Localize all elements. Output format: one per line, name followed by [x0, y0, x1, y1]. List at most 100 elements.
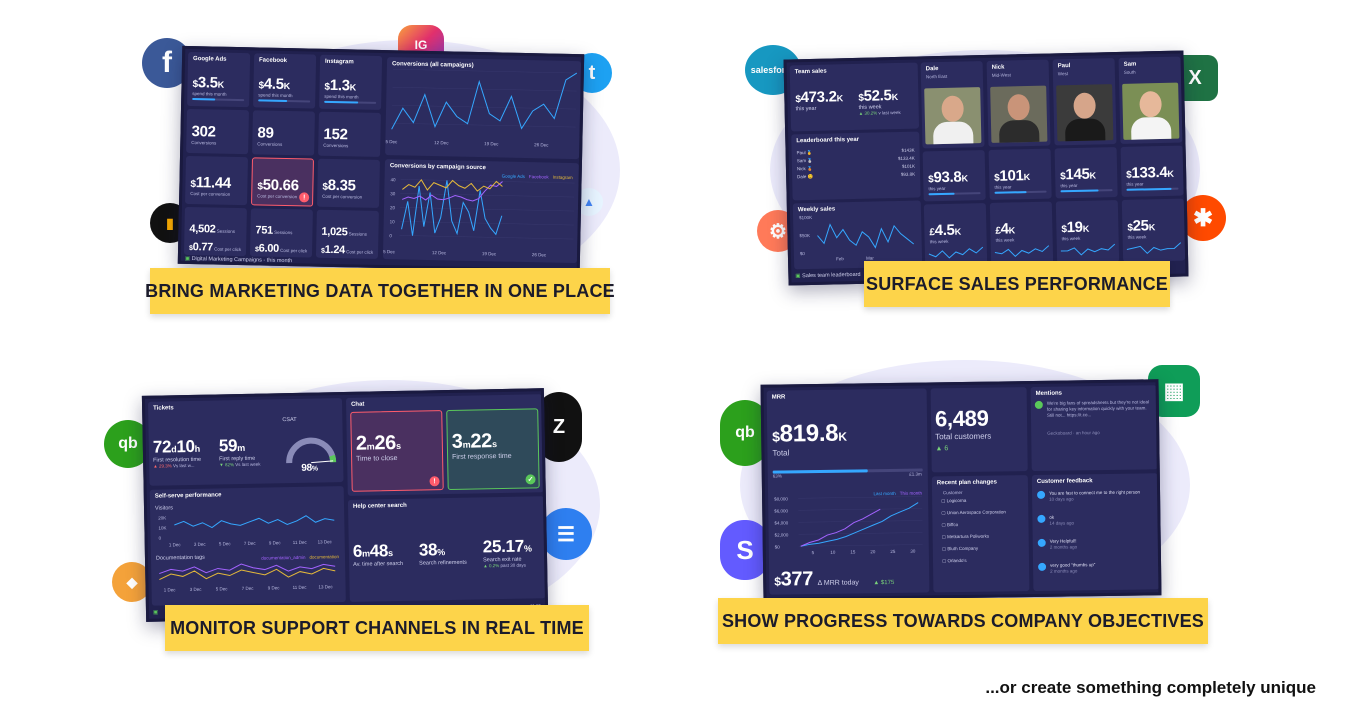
- x-tick-label: 12 Dec: [434, 140, 449, 145]
- caption-marketing: BRING MARKETING DATA TOGETHER IN ONE PLA…: [145, 268, 615, 314]
- tile-title: Self-serve performance: [154, 492, 222, 500]
- weekly-sales-tile: Weekly sales $100K $50K $0 Feb Mar: [792, 200, 923, 270]
- week-sales-tile: £4K this week: [989, 201, 1054, 265]
- x-tick-label: 26 Dec: [532, 252, 547, 257]
- cost-per-conversion-tile: $11.44 Cost per conversion: [185, 155, 249, 206]
- week-sales-tile: £4.5K this week: [923, 203, 988, 267]
- cost-per-conversion-tile: $8.35 Cost per conversion: [316, 158, 380, 208]
- year-sales: $473.2K this year: [795, 88, 844, 113]
- visitors-label: Visitors: [154, 505, 174, 512]
- footer-label: Sales team leaderboard: [802, 271, 861, 280]
- x-tick-label: 5 Dec: [383, 249, 396, 254]
- week-sales-tile: $19K this week: [1055, 200, 1120, 264]
- y-tick-label: $50K: [799, 233, 810, 238]
- spend-tile: Google Ads $3.5K spend this month: [187, 51, 251, 108]
- gauge-fill: [286, 437, 337, 464]
- x-tick-label: 15: [850, 549, 856, 554]
- objectives-dashboard: MRR $819.8K Total 63% £1.3m Last month T…: [760, 379, 1162, 601]
- exit-rate-metric: 25.17% Search exit rate ▲ 0.2% past 30 d…: [482, 536, 532, 569]
- x-tick-label: 30: [910, 549, 916, 554]
- legend-item: Google Ads: [501, 173, 525, 180]
- series-line: [159, 567, 336, 581]
- feedback-row: ok 14 days ago: [1037, 513, 1153, 539]
- sales-dashboard: Team sales $473.2K this year $52.5K this…: [783, 50, 1189, 286]
- salesperson-tile: Nick Mid-West: [986, 59, 1051, 147]
- zapier-icon: ✱: [1180, 195, 1226, 241]
- series-line: [1060, 243, 1116, 256]
- series-line: [994, 245, 1050, 258]
- y-tick-label: $4,000: [774, 520, 788, 525]
- mrr-total: $819.8K Total: [772, 419, 847, 458]
- leaderboard-tile: Leaderboard this year Paul 🥇 $143K Sam 🥈 $1…: [791, 131, 921, 201]
- year-sales-tile: $133.4K this year: [1120, 145, 1184, 197]
- series-line: [800, 508, 881, 547]
- salesperson-tile: Dale North East: [920, 61, 985, 149]
- tile-title: Chat: [351, 401, 365, 408]
- thumbs-up-icon: [1037, 538, 1046, 547]
- caption-support: MONITOR SUPPORT CHANNELS IN REAL TIME: [165, 605, 589, 651]
- feedback-row: very good "thumbs up" 2 months ago: [1038, 561, 1154, 587]
- after-search-metric: 6m48s Av. time after search: [352, 541, 404, 568]
- refinements-metric: 38% Search refinements: [418, 540, 467, 567]
- clicks-tile: 4,502 Sessions $0.77 Cost per click: [183, 206, 247, 257]
- x-tick-label: Feb: [836, 256, 844, 261]
- geckoboard-icon: ▣: [795, 273, 801, 280]
- csat-value: 98%: [301, 462, 318, 474]
- x-tick-label: 9 Dec: [269, 540, 282, 545]
- chart-title: Conversions by campaign source: [389, 163, 486, 172]
- csat-label: CSAT: [282, 416, 297, 424]
- y-tick-label: 40: [391, 177, 397, 182]
- series-line: [817, 223, 915, 249]
- chart-legend: documentation_admin documentation: [261, 554, 339, 560]
- mention-meta: Geckoboard · an hour ago: [1047, 430, 1100, 436]
- conversions-tile: 152 Conversions: [318, 111, 381, 157]
- mrr-progress-bar: [772, 468, 923, 474]
- x-tick-label: 19 Dec: [484, 141, 499, 146]
- y-tick-label: $100K: [799, 215, 812, 220]
- salesperson-tile: Sam South: [1118, 56, 1183, 144]
- conversions-tile: 89 Conversions: [252, 110, 315, 156]
- tile-title: Recent plan changes: [936, 479, 997, 487]
- y-tick-label: 20: [390, 205, 396, 210]
- y-tick-label: $6,000: [774, 508, 788, 513]
- legend-item: documentation: [309, 554, 340, 560]
- time-to-close: 2m26s Time to close !: [350, 410, 444, 492]
- feedback-tile: Customer feedback You are fast to connec…: [1031, 473, 1160, 591]
- tile-title: Team sales: [794, 68, 827, 76]
- x-tick-label: 26 Dec: [534, 142, 549, 147]
- plan-changes-tile: Recent plan changes Customer ▢ Logicorna…: [931, 475, 1030, 593]
- dashboard-footer: ▣ Digital Marketing Campaigns - this mon…: [185, 256, 292, 264]
- mrr-today: $377 Δ MRR today ▲ $175: [774, 568, 895, 591]
- y-tick-label: 0: [159, 536, 162, 541]
- avatar: [924, 87, 982, 145]
- series-line: [174, 515, 335, 529]
- weekly-sales-chart: $100K $50K $0 Feb Mar: [799, 215, 915, 261]
- legend-item: Last month: [873, 490, 896, 497]
- series-line: [928, 246, 984, 259]
- conversions-tile: 302 Conversions: [186, 108, 249, 155]
- customers-total: 6,489 Total customers ▲ 6: [934, 405, 992, 453]
- x-tick-label: 9 Dec: [268, 585, 281, 590]
- avatar: [1056, 84, 1114, 142]
- x-tick-label: 12 Dec: [432, 250, 447, 255]
- y-tick-label: $8,000: [774, 496, 788, 501]
- warning-icon: !: [299, 192, 310, 203]
- x-tick-label: 3 Dec: [194, 542, 207, 547]
- y-tick-label: $2,000: [775, 532, 789, 537]
- x-tick-label: Mar: [866, 256, 874, 261]
- mention-text: We're big fans of spreadsheets but they'…: [1046, 399, 1150, 418]
- chart-legend: Google Ads Facebook Instagram: [502, 174, 573, 180]
- reply-metric: 59m First reply time ▼ 82% Vs last week: [218, 436, 261, 468]
- check-icon: ✓: [525, 474, 536, 485]
- geckoboard-icon: ▣: [184, 255, 191, 263]
- thumbs-up-icon: [1037, 490, 1046, 499]
- doc-tags-chart: 1 Dec 3 Dec 5 Dec 7 Dec 9 Dec 11 Dec 13 Dec: [159, 563, 336, 592]
- dashboard-footer: ▣: [153, 610, 158, 616]
- year-sales-tile: $93.8K this year: [922, 150, 986, 202]
- thumbs-up-icon: [1038, 562, 1047, 571]
- avatar: [990, 85, 1048, 143]
- x-tick-label: 5 Dec: [385, 139, 398, 144]
- year-sales-tile: $101K this year: [988, 148, 1052, 200]
- week-sales: $52.5K this week ▲ 30.2% v last week: [858, 87, 901, 116]
- legend-item: Instagram: [552, 174, 573, 181]
